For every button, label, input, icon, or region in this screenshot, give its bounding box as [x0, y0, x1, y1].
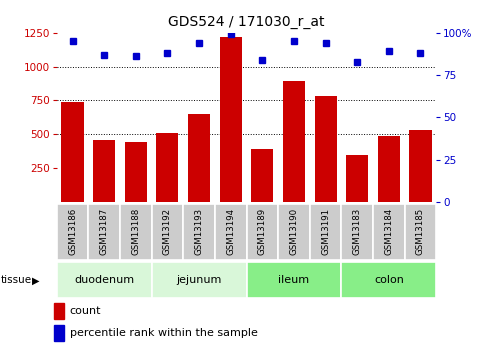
Text: jejunum: jejunum — [176, 275, 222, 285]
Text: GSM13190: GSM13190 — [289, 208, 298, 255]
Bar — [341, 262, 436, 298]
Bar — [183, 204, 215, 260]
Text: GSM13185: GSM13185 — [416, 208, 425, 255]
Text: GSM13186: GSM13186 — [68, 208, 77, 255]
Bar — [341, 204, 373, 260]
Bar — [315, 96, 337, 202]
Text: percentile rank within the sample: percentile rank within the sample — [70, 328, 257, 338]
Bar — [152, 204, 183, 260]
Bar — [93, 140, 115, 202]
Bar — [54, 325, 64, 341]
Text: count: count — [70, 306, 101, 316]
Bar — [283, 81, 305, 202]
Bar — [152, 262, 246, 298]
Text: GSM13189: GSM13189 — [258, 208, 267, 255]
Bar — [251, 149, 274, 202]
Text: GSM13194: GSM13194 — [226, 208, 235, 255]
Text: ileum: ileum — [279, 275, 310, 285]
Bar — [246, 262, 341, 298]
Text: GSM13191: GSM13191 — [321, 208, 330, 255]
Text: GSM13184: GSM13184 — [385, 208, 393, 255]
Bar — [310, 204, 341, 260]
Text: GSM13183: GSM13183 — [352, 208, 362, 255]
Bar — [54, 303, 64, 319]
Title: GDS524 / 171030_r_at: GDS524 / 171030_r_at — [168, 15, 325, 29]
Bar — [373, 204, 405, 260]
Bar — [88, 204, 120, 260]
Text: duodenum: duodenum — [74, 275, 134, 285]
Bar — [120, 204, 152, 260]
Bar — [125, 142, 147, 202]
Text: GSM13188: GSM13188 — [131, 208, 141, 255]
Text: GSM13192: GSM13192 — [163, 208, 172, 255]
Text: ▶: ▶ — [32, 275, 39, 285]
Bar — [57, 262, 152, 298]
Bar — [246, 204, 278, 260]
Bar — [409, 130, 431, 202]
Bar — [378, 136, 400, 202]
Bar — [346, 155, 368, 202]
Bar — [156, 133, 178, 202]
Bar — [57, 204, 88, 260]
Bar — [405, 204, 436, 260]
Bar — [62, 102, 84, 202]
Bar — [278, 204, 310, 260]
Bar — [188, 114, 210, 202]
Text: GSM13193: GSM13193 — [195, 208, 204, 255]
Text: tissue: tissue — [0, 275, 32, 285]
Text: GSM13187: GSM13187 — [100, 208, 108, 255]
Text: colon: colon — [374, 275, 404, 285]
Bar — [215, 204, 246, 260]
Bar — [219, 37, 242, 202]
